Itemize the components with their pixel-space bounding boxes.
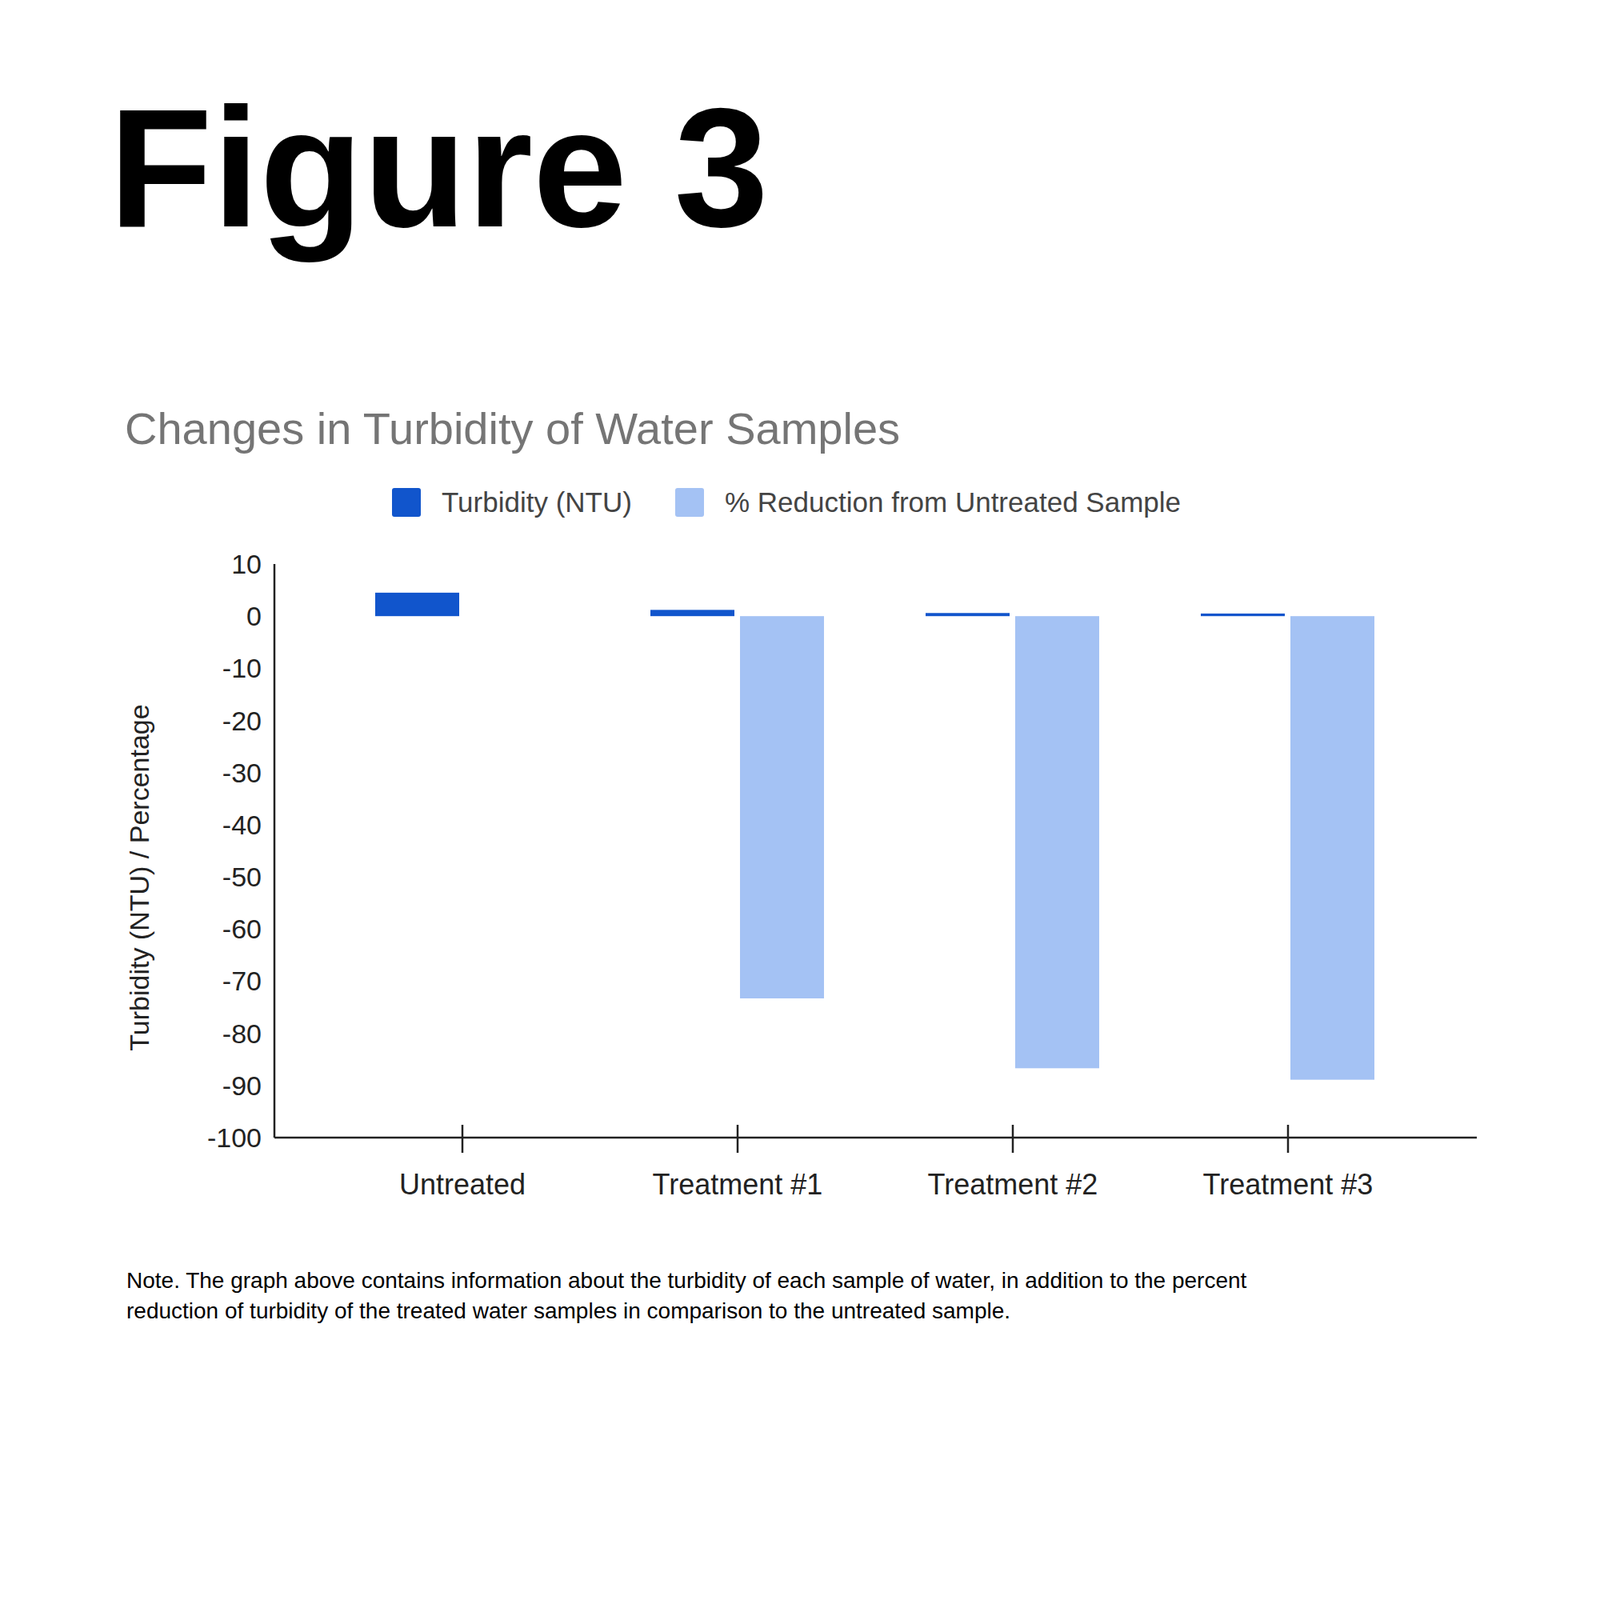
y-tick-label: -70 <box>222 965 262 996</box>
x-tick <box>1012 1124 1015 1153</box>
y-tick-label: 10 <box>231 548 262 580</box>
y-tick-label: -80 <box>222 1018 262 1049</box>
x-tick-label: Treatment #1 <box>652 1168 824 1201</box>
figure: Figure 3 Changes in Turbidity of Water Sa… <box>0 0 1600 1600</box>
background <box>0 0 1600 1600</box>
x-tick-label: Treatment #2 <box>928 1168 1099 1201</box>
x-tick-label: Untreated <box>399 1168 526 1201</box>
x-tick <box>461 1124 464 1153</box>
y-axis-line <box>273 564 276 1138</box>
y-tick-label: -100 <box>207 1122 262 1153</box>
note: reduction of turbidity of the treated wa… <box>126 1298 1011 1324</box>
bar <box>925 612 1010 616</box>
y-tick-label: -90 <box>222 1070 262 1101</box>
y-tick-label: 0 <box>246 600 262 632</box>
y-tick-label: -50 <box>222 861 262 892</box>
legend-label: Turbidity (NTU) <box>441 486 632 518</box>
legend-label: % Reduction from Untreated Sample <box>724 486 1181 518</box>
bars <box>375 592 1375 1080</box>
legend-swatch <box>675 488 704 517</box>
bar <box>1015 616 1100 1068</box>
y-tick-label: -10 <box>222 652 262 684</box>
x-tick <box>1287 1124 1290 1153</box>
bar <box>1200 613 1285 616</box>
y-tick-label: -30 <box>222 757 262 788</box>
note: Note. The graph above contains informati… <box>126 1268 1248 1293</box>
x-axis-line <box>274 1136 1477 1140</box>
bar <box>740 616 824 999</box>
figure-label: Figure 3 <box>108 72 769 263</box>
chart-title: Changes in Turbidity of Water Samples <box>124 403 900 454</box>
legend-swatch <box>392 488 421 517</box>
x-tick <box>736 1124 740 1153</box>
bar <box>375 592 460 616</box>
bar <box>1290 616 1375 1080</box>
y-tick-label: -60 <box>222 913 262 944</box>
bar <box>650 609 735 616</box>
x-tick-label: Treatment #3 <box>1203 1168 1374 1201</box>
y-tick-label: -40 <box>222 809 262 840</box>
y-tick-label: -20 <box>222 705 262 736</box>
y-axis-label: Turbidity (NTU) / Percentage <box>124 704 155 1051</box>
